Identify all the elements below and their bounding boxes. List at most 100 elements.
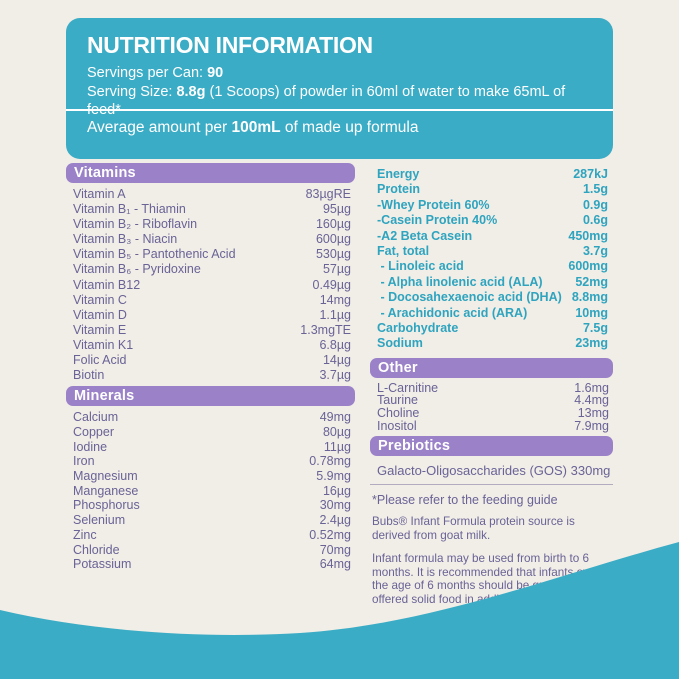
row-value: 1.3mgTE (300, 322, 351, 337)
row-label: Vitamin B12 (73, 277, 141, 292)
row-value: 80µg (322, 424, 351, 439)
nutrient-row: Vitamin D 1.1µg (73, 308, 351, 323)
row-value: 64mg (319, 557, 351, 572)
nutrient-row: Vitamin A 83µgRE (73, 187, 351, 202)
serving-size-value: 8.8g (176, 83, 206, 100)
servings-label: Servings per Can: (87, 65, 204, 81)
row-label: Carbohydrate (377, 321, 459, 336)
row-label: - Docosahexaenoic acid (DHA) (377, 290, 562, 305)
bottom-wave-decoration (0, 542, 679, 679)
row-label: Vitamin D (73, 307, 127, 322)
nutrient-row: Iron 0.78mg (73, 454, 351, 469)
row-label: Potassium (73, 557, 132, 572)
row-label: - Alpha linolenic acid (ALA) (377, 274, 543, 289)
nutrient-row: Vitamin B12 0.49µg (73, 278, 351, 293)
row-label: Biotin (73, 368, 105, 383)
row-value: 6.8µg (319, 337, 351, 352)
row-label: Vitamin E (73, 322, 127, 337)
nutrient-row: Copper 80µg (73, 425, 351, 440)
header-content: NUTRITION INFORMATION Servings per Can: … (66, 18, 613, 120)
row-label: Protein (377, 182, 421, 197)
row-label: Iodine (73, 439, 108, 454)
row-label: - Linoleic acid (377, 259, 464, 274)
nutrient-row: Choline 13mg (377, 407, 609, 420)
row-value: 600mg (568, 259, 608, 274)
row-label: -Whey Protein 60% (377, 197, 490, 212)
nutrient-row: Protein 1.5g (377, 182, 608, 197)
macronutrients-list: Energy 287kJ Protein 1.5g -Whey Protein 60… (370, 165, 613, 352)
nutrient-row: Calcium 49mg (73, 410, 351, 425)
nutrient-row: Phosphorus 30mg (73, 498, 351, 513)
notes-divider (370, 484, 613, 486)
row-value: 0.49µg (312, 277, 351, 292)
row-label: Choline (377, 406, 420, 421)
row-label: Energy (377, 167, 420, 181)
minerals-list: Calcium 49mg Copper 80µg Iodine 11µg Iron 0.… (66, 406, 355, 572)
nutrient-row: Vitamin K1 6.8µg (73, 338, 351, 353)
row-value: 95µg (322, 202, 351, 217)
row-label: Sodium (377, 336, 423, 351)
row-label: Vitamin B₁ - Thiamin (73, 202, 186, 217)
row-label: Fat, total (377, 244, 430, 259)
serving-size-line: Serving Size: 8.8g (1 Scoops) of powder … (87, 83, 593, 120)
row-label: Manganese (73, 483, 139, 498)
row-value: 49mg (319, 410, 351, 425)
row-label: Calcium (73, 410, 119, 425)
row-value: 7.5g (582, 321, 608, 336)
nutrient-row: Vitamin B₂ - Riboflavin 160µg (73, 217, 351, 232)
row-label: Iron (73, 454, 95, 469)
row-value: 14µg (322, 353, 351, 368)
row-value: 52mg (575, 274, 608, 289)
page-title: NUTRITION INFORMATION (87, 32, 373, 58)
row-value: 11µg (323, 439, 351, 454)
row-value: 57µg (322, 262, 351, 277)
row-label: -Casein Protein 40% (377, 213, 498, 228)
prebiotics-line: Galacto-Oligosaccharides (GOS) 330mg (377, 463, 611, 479)
row-value: 3.7µg (319, 368, 351, 383)
nutrient-row: Iodine 11µg (73, 440, 351, 455)
row-value: 8.8mg (571, 290, 608, 305)
row-value: 0.52mg (309, 527, 351, 542)
servings-line: Servings per Can: 90 (87, 64, 593, 83)
row-value: 23mg (575, 336, 608, 351)
row-value: 1.6mg (574, 380, 609, 395)
row-value: 0.6g (582, 213, 608, 228)
row-label: Selenium (73, 513, 126, 528)
servings-value: 90 (207, 65, 224, 81)
row-label: -A2 Beta Casein (377, 228, 473, 243)
row-value: 530µg (315, 247, 351, 262)
nutrient-row: Sodium 23mg (377, 336, 608, 351)
average-bold: 100mL (231, 119, 281, 136)
row-value: 1.1µg (319, 307, 351, 322)
row-value: 30mg (319, 498, 351, 513)
other-heading: Other (370, 357, 613, 378)
row-value: 83µgRE (305, 187, 351, 201)
nutrient-row: Zinc 0.52mg (73, 528, 351, 543)
row-value: 0.78mg (309, 454, 351, 469)
nutrient-row: -Whey Protein 60% 0.9g (377, 198, 608, 213)
row-label: Vitamin K1 (73, 337, 134, 352)
nutrient-row: - Docosahexaenoic acid (DHA) 8.8mg (377, 290, 608, 305)
row-label: Magnesium (73, 469, 138, 484)
row-value: 287kJ (573, 167, 608, 181)
nutrient-row: Taurine 4.4mg (377, 394, 609, 407)
average-prefix: Average amount per (87, 119, 228, 136)
row-label: Copper (73, 424, 114, 439)
serving-size-label: Serving Size: (87, 83, 173, 100)
row-label: Vitamin B₂ - Riboflavin (73, 217, 198, 232)
nutrient-row: Vitamin B₁ - Thiamin 95µg (73, 202, 351, 217)
row-value: 7.9mg (574, 418, 609, 433)
nutrient-row: Vitamin C 14mg (73, 293, 351, 308)
nutrient-row: Folic Acid 14µg (73, 353, 351, 368)
row-value: 160µg (315, 217, 351, 232)
nutrition-header-card: NUTRITION INFORMATION Servings per Can: … (66, 18, 613, 159)
minerals-heading: Minerals (66, 386, 355, 407)
row-value: 2.4µg (319, 513, 351, 528)
row-label: Chloride (73, 542, 120, 557)
row-label: Taurine (377, 393, 418, 408)
row-label: Zinc (73, 527, 97, 542)
row-value: 16µg (322, 483, 351, 498)
nutrient-row: Vitamin B₃ - Niacin 600µg (73, 232, 351, 247)
row-value: 600µg (315, 232, 351, 247)
nutrient-row: Potassium 64mg (73, 557, 351, 572)
